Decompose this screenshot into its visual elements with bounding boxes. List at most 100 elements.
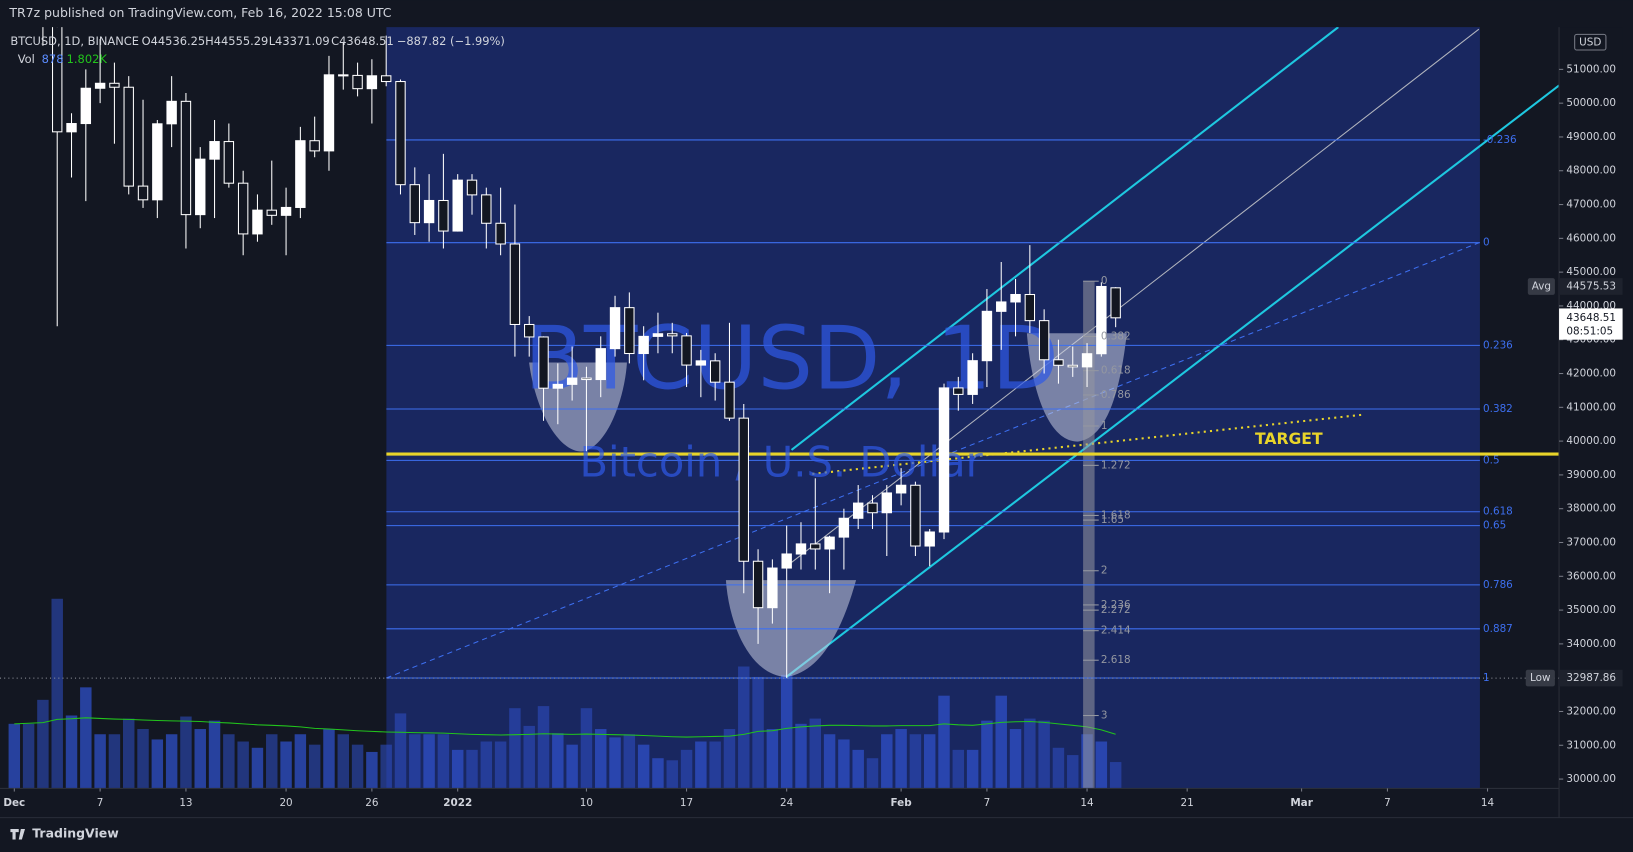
candle-body (338, 74, 349, 77)
volume-bar (480, 741, 493, 789)
volume-bar (1095, 741, 1108, 789)
volume-bar (423, 734, 435, 789)
fib-level-label: 0.236 (1483, 339, 1513, 351)
fib-ext-label: 0 (1101, 275, 1108, 287)
volume-bar (380, 744, 392, 789)
candle-body (681, 335, 692, 366)
volume-bar (637, 744, 650, 789)
legend-low: L43371.09 (269, 34, 330, 48)
candle-body (795, 543, 807, 555)
candle-body (94, 82, 106, 89)
y-tick-label: 49000.00 (1566, 131, 1616, 143)
footer-brand[interactable]: TradingView (32, 826, 119, 841)
fib-level-label: 0.887 (1483, 623, 1513, 635)
candle-body (295, 140, 306, 208)
volume-bar (151, 739, 164, 789)
cup-right (1026, 333, 1127, 442)
volume-bar (823, 734, 836, 789)
channel-bottom (785, 84, 1560, 678)
volume-bar (981, 720, 993, 789)
legend-close: C43648.51 (331, 34, 394, 48)
candle-body (752, 560, 764, 609)
volume-bar (923, 734, 936, 789)
x-tick-label: Feb (891, 797, 912, 809)
fib-ext-label: 2.414 (1101, 625, 1131, 637)
candle-body (323, 74, 335, 152)
low-tag: Low (1530, 672, 1551, 684)
volume-bar (409, 734, 421, 789)
y-tick-label: 42000.00 (1566, 368, 1616, 380)
dotted-trendline (812, 413, 1365, 475)
volume-bar (709, 741, 721, 789)
candle-body (481, 194, 492, 224)
x-tick-label: 10 (580, 797, 593, 809)
watermark-subtitle: Bitcoin / U.S. Dollar (579, 438, 983, 487)
volume-bar (666, 760, 678, 789)
volume-bar (523, 725, 535, 789)
fib-ext-label: 1.272 (1101, 459, 1131, 471)
y-tick-label: 37000.00 (1566, 536, 1616, 548)
candle-body (1081, 353, 1093, 368)
fib-ext-label: 1.618 (1101, 509, 1131, 521)
x-tick-label: Dec (3, 797, 25, 809)
x-tick-label: 7 (984, 797, 991, 809)
candle-body (352, 74, 363, 90)
fib-ext-label: 2.618 (1101, 654, 1131, 666)
candle-body (810, 543, 821, 550)
y-tick-label: 39000.00 (1566, 469, 1616, 481)
volume-bar (51, 598, 63, 789)
volume-bar (80, 687, 92, 789)
candle-body (195, 158, 206, 216)
publisher: TR7z published on TradingView.com, Feb 1… (8, 5, 391, 20)
volume-bar (1109, 762, 1122, 789)
candle-body (609, 307, 621, 350)
volume-bar (595, 729, 607, 789)
candle-body (109, 82, 120, 88)
volume-bar (123, 718, 135, 789)
channel-mid (791, 28, 1480, 563)
volume-bar (566, 744, 578, 789)
y-tick-label: 38000.00 (1566, 503, 1616, 515)
fib-ext-label: 2.272 (1101, 604, 1131, 616)
x-tick-label: 17 (680, 797, 693, 809)
candle-body (1067, 364, 1078, 368)
candle-body (595, 348, 606, 381)
candle-body (309, 140, 320, 152)
volume-bar (652, 758, 664, 789)
x-tick-label: 14 (1080, 797, 1094, 809)
x-tick-label: 26 (365, 797, 378, 809)
volume-bar (1024, 718, 1036, 789)
candle-body (581, 377, 592, 381)
logo-icon (10, 829, 25, 840)
x-tick-label: 7 (1384, 797, 1391, 809)
volume-bar (1052, 747, 1065, 789)
volume-bar (895, 729, 907, 789)
volume-bar (623, 734, 636, 789)
low-price: 32987.86 (1566, 672, 1616, 684)
candle-body (266, 209, 277, 216)
currency-badge (1574, 33, 1607, 51)
x-tick-label: 21 (1181, 797, 1194, 809)
volume-bar (351, 744, 364, 789)
candle-body (1024, 293, 1036, 322)
candle-body (881, 492, 893, 514)
candle-body (137, 185, 149, 201)
avg-tag: Avg (1532, 280, 1551, 292)
volume-bar (251, 747, 264, 789)
currency: USD (1579, 37, 1601, 49)
last-price: 43648.51 (1566, 312, 1616, 324)
candle-body (981, 310, 993, 362)
x-tick-label: 7 (97, 797, 104, 809)
candle-body (638, 335, 649, 355)
volume-bar (738, 666, 750, 789)
fib-level-label: 0 (1483, 237, 1490, 249)
candle-body (395, 81, 406, 186)
volume-bar (609, 737, 621, 789)
fib-level-label: 0.382 (1483, 403, 1513, 415)
volume-bar (37, 699, 49, 789)
candle-body (237, 182, 249, 235)
y-tick-label: 41000.00 (1566, 401, 1616, 413)
y-tick-label: 32000.00 (1566, 705, 1616, 717)
candle-body (1053, 359, 1064, 366)
avg-tag-bg (1527, 278, 1555, 295)
